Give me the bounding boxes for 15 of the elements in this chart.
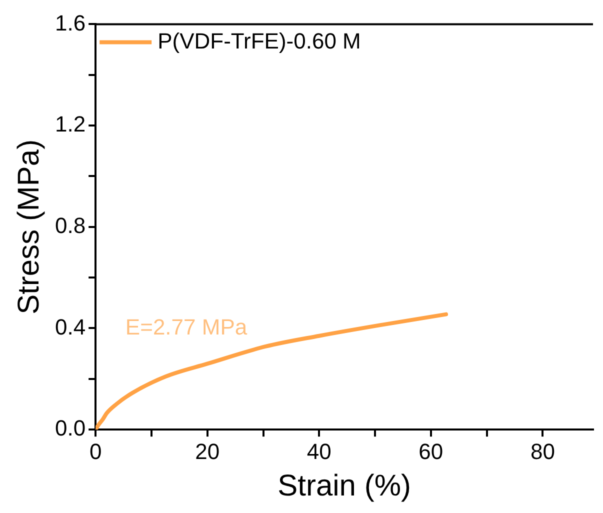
legend-label: P(VDF-TrFE)-0.60 M xyxy=(158,28,361,54)
y-tick-label: 0.8 xyxy=(54,212,86,238)
line-series xyxy=(96,312,448,430)
x-tick-label: 20 xyxy=(195,438,220,464)
x-tick-label: 40 xyxy=(306,438,332,464)
y-axis-title: Stress (MPa) xyxy=(12,139,46,314)
annotation: E=2.77 MPa xyxy=(125,314,248,340)
x-tick-label: 60 xyxy=(418,438,444,464)
x-axis-title: Strain (%) xyxy=(278,469,411,502)
y-tick-label: 1.2 xyxy=(54,112,86,137)
y-tick-label: 0.0 xyxy=(54,416,86,441)
x-tick-label: 0 xyxy=(89,438,102,464)
y-tick-label: 0.4 xyxy=(54,314,86,340)
y-tick-label: 1.6 xyxy=(54,10,86,36)
x-tick-label: 80 xyxy=(530,438,555,464)
